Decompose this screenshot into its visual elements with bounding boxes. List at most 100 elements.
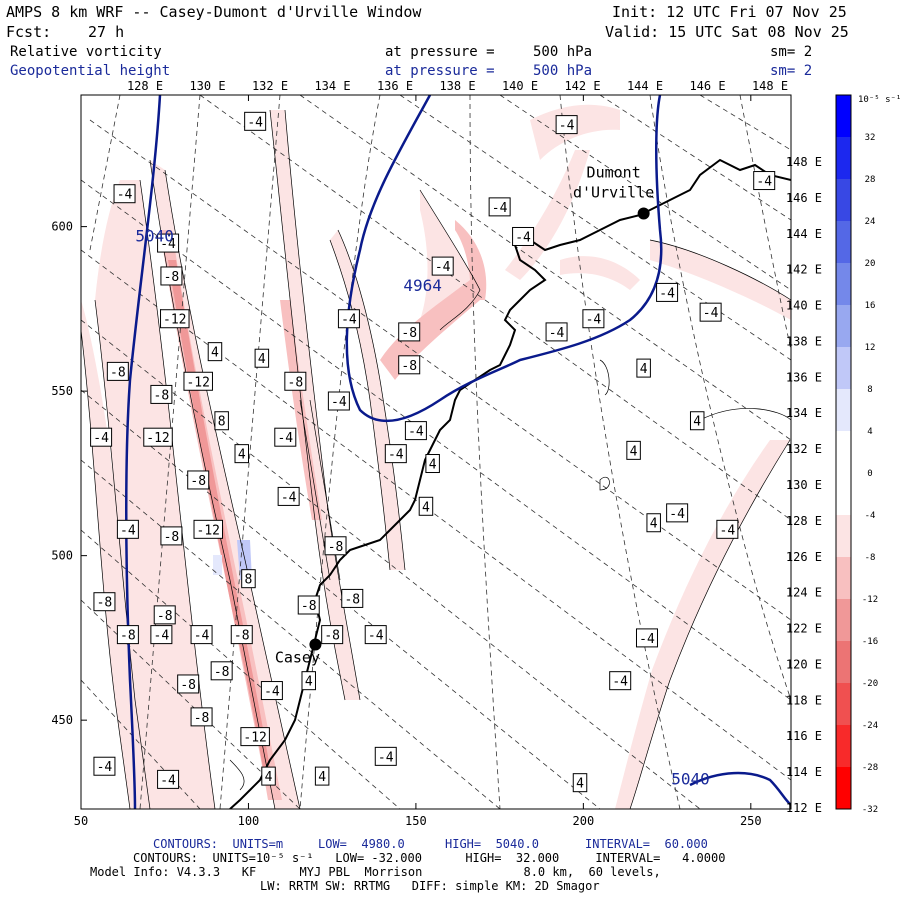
x-tick-label: 50 (74, 814, 88, 828)
vorticity-contour-label: -4 (699, 302, 722, 322)
vorticity-label-text: -8 (328, 540, 344, 555)
vorticity-contour-label: -4 (656, 282, 679, 302)
right-longitude-label: 146 E (786, 191, 822, 205)
vorticity-label-box (398, 355, 421, 375)
vorticity-label-text: 8 (245, 573, 253, 588)
colorbar-segment (836, 347, 851, 389)
vorticity-label-text: -8 (288, 375, 304, 390)
vorticity-contour-label: -12 (183, 371, 213, 391)
colorbar-segment (836, 95, 851, 137)
vorticity-label-box (656, 282, 679, 302)
vorticity-contour-label: 4 (207, 342, 223, 362)
forecast-hours: 27 h (88, 23, 125, 41)
vorticity-label-text: -8 (154, 388, 170, 403)
vorticity-label-text: -8 (164, 270, 180, 285)
vorticity-label-text: -12 (146, 431, 169, 446)
vorticity-label-text: -4 (639, 632, 655, 647)
vorticity-contour-label: 8 (214, 411, 229, 431)
colorbar-tick-label: 28 (865, 175, 876, 185)
vorticity-label-text: 4 (265, 770, 273, 785)
vorticity-contour-label: -8 (177, 674, 200, 694)
colorbar-segment (836, 683, 851, 725)
colorbar-segment (836, 137, 851, 179)
vorticity-label-box (157, 233, 180, 253)
vorticity-contour-label: -4 (716, 519, 739, 539)
vorticity-label-box (609, 671, 632, 691)
vorticity-label-box (284, 371, 307, 391)
colorbar-tick-label: -12 (862, 595, 878, 605)
vorticity-contour-label: -8 (106, 361, 129, 381)
vorticity-label-text: -8 (344, 592, 360, 607)
height-contour-label: 4964 (403, 276, 442, 295)
vorticity-contour-label: -4 (384, 444, 407, 464)
vorticity-label-box (277, 486, 300, 506)
vorticity-contour-label: -4 (190, 625, 213, 645)
vorticity-label-box (183, 371, 213, 391)
vorticity-contour-label: 4 (418, 496, 434, 516)
vorticity-label-text: -12 (243, 731, 266, 746)
vorticity-label-box (314, 766, 330, 786)
top-longitude-label: 148 E (752, 79, 788, 93)
vorticity-label-text: -4 (97, 760, 113, 775)
vorticity-label-box (241, 569, 256, 589)
field-2-pressure-label: at pressure = (385, 63, 495, 79)
right-longitude-label: 130 E (786, 478, 822, 492)
vorticity-contour-label: -8 (230, 625, 253, 645)
vorticity-contour-label: -4 (431, 256, 454, 276)
vorticity-contour-label: -4 (113, 184, 136, 204)
vorticity-label-box (753, 171, 776, 191)
vorticity-label-text: -8 (110, 365, 126, 380)
vorticity-contour-label: -4 (260, 681, 283, 701)
vorticity-contour-label: -8 (284, 371, 307, 391)
vorticity-label-box (157, 769, 180, 789)
vorticity-contour-label: 4 (301, 671, 316, 691)
vorticity-contour-label: -8 (210, 661, 233, 681)
colorbar-segment (836, 179, 851, 221)
vorticity-contour-label: -4 (327, 391, 350, 411)
vorticity-label-text: 4 (238, 448, 246, 463)
vorticity-contour-label: -4 (635, 628, 658, 648)
colorbar-tick-label: -20 (862, 679, 878, 689)
vorticity-label-box (190, 707, 213, 727)
colorbar-tick-label: 8 (867, 385, 872, 395)
x-tick-label: 250 (740, 814, 762, 828)
x-tick-label: 200 (573, 814, 595, 828)
vorticity-label-box (187, 470, 210, 490)
vorticity-label-text: -8 (324, 629, 340, 644)
colorbar-segment (836, 725, 851, 767)
field-1-smoothing: sm= 2 (770, 44, 813, 60)
vorticity-contour-label: -4 (488, 197, 511, 217)
graticule (81, 95, 791, 809)
vorticity-contour-label: -8 (160, 266, 183, 286)
vorticity-label-box (321, 625, 344, 645)
vorticity-label-box (143, 427, 173, 447)
vorticity-contour-label: -4 (337, 309, 360, 329)
vorticity-label-box (337, 309, 360, 329)
vorticity-contour-label: -4 (555, 115, 578, 135)
right-longitude-label: 116 E (786, 729, 822, 743)
colorbar-tick-label: -28 (862, 763, 878, 773)
vorticity-label-text: -4 (160, 773, 176, 788)
vorticity-label-box (113, 184, 136, 204)
vorticity-label-text: -4 (117, 188, 133, 203)
vorticity-label-text: -8 (301, 599, 317, 614)
vorticity-contour-label: -8 (398, 355, 421, 375)
right-longitude-label: 148 E (786, 155, 822, 169)
right-longitude-label: 140 E (786, 299, 822, 313)
footer-model-info: Model Info: V4.3.3 KF MYJ PBL Morrison 8… (90, 865, 661, 879)
vorticity-label-text: -8 (120, 629, 136, 644)
colorbar-tick-label: 16 (865, 301, 876, 311)
vorticity-contour-label: -4 (666, 503, 689, 523)
colorbar-segment (836, 767, 851, 809)
vorticity-label-text: 4 (640, 362, 648, 377)
right-longitude-label: 138 E (786, 334, 822, 348)
vorticity-label-box (207, 342, 223, 362)
vorticity-contour-label: -8 (93, 592, 116, 612)
vorticity-label-text: -4 (435, 260, 451, 275)
vorticity-label-box (230, 625, 253, 645)
colorbar-segment (836, 263, 851, 305)
vorticity-label-text: 4 (305, 675, 313, 690)
vorticity-contour-label: -4 (150, 625, 173, 645)
vorticity-contour-label: -4 (157, 769, 180, 789)
